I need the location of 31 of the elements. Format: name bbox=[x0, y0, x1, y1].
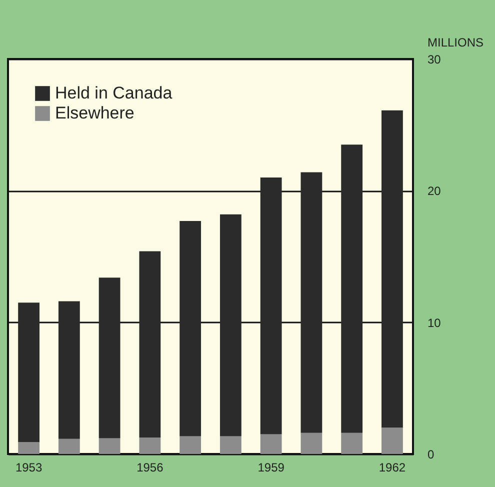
bar bbox=[341, 144, 363, 433]
bar bbox=[260, 434, 282, 454]
y-axis-title: MILLIONS bbox=[427, 36, 484, 50]
bar bbox=[139, 438, 161, 454]
bar bbox=[98, 278, 120, 438]
x-tick-label: 1959 bbox=[258, 460, 285, 474]
y-tick-label: 30 bbox=[428, 52, 442, 66]
x-tick-label: 1962 bbox=[378, 460, 406, 474]
bar bbox=[18, 442, 40, 454]
y-tick-label: 10 bbox=[428, 316, 442, 330]
bar bbox=[98, 438, 120, 454]
legend-label: Held in Canada bbox=[55, 84, 173, 102]
bar bbox=[18, 302, 40, 442]
bar bbox=[220, 214, 242, 436]
bar bbox=[300, 432, 322, 454]
x-tick-label: 1953 bbox=[15, 460, 42, 474]
bar bbox=[180, 436, 202, 454]
bar bbox=[139, 251, 161, 438]
y-tick-label: 0 bbox=[428, 448, 434, 462]
legend-label: Elsewhere bbox=[55, 104, 134, 122]
bar bbox=[180, 220, 202, 436]
bar bbox=[382, 110, 403, 428]
bar bbox=[382, 428, 403, 454]
bar bbox=[341, 432, 363, 454]
bar bbox=[260, 178, 282, 434]
bar bbox=[220, 436, 242, 454]
y-tick-label: 20 bbox=[428, 184, 442, 198]
bar bbox=[300, 172, 322, 433]
bar bbox=[58, 301, 80, 439]
bar bbox=[58, 438, 80, 454]
x-tick-label: 1956 bbox=[136, 460, 164, 474]
